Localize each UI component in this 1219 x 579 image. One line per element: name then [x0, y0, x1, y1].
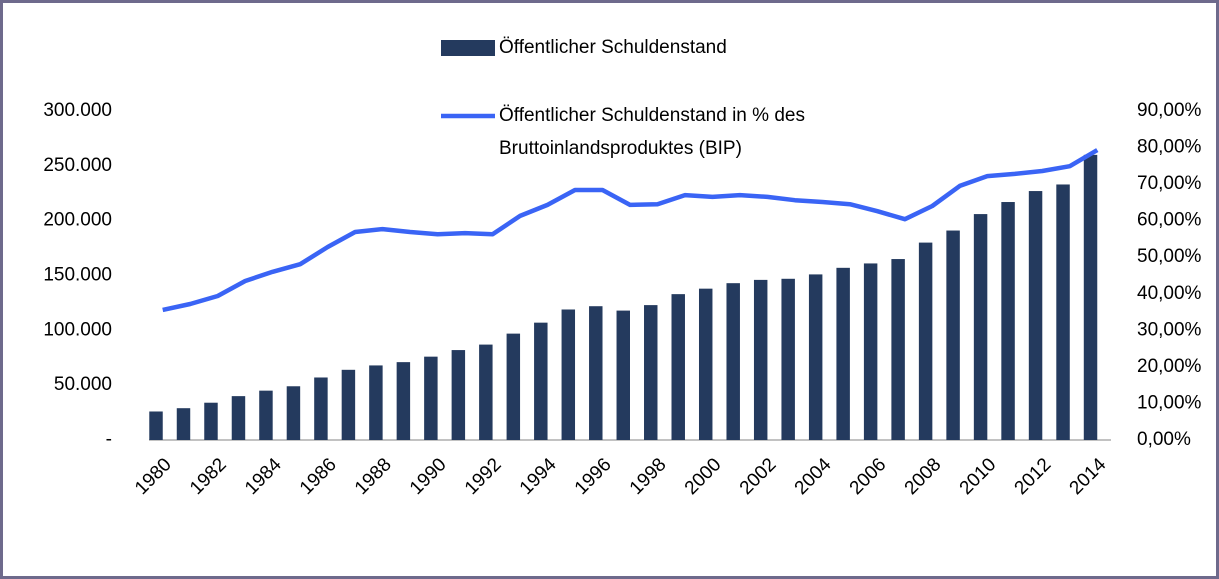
y-tick-label: 100.000: [43, 319, 112, 340]
y2-tick-label: 70,00%: [1137, 173, 1202, 194]
bar: [589, 306, 603, 440]
bar: [946, 230, 960, 440]
y2-tick-label: 50,00%: [1137, 246, 1202, 267]
bar: [341, 369, 356, 440]
bar: [1056, 184, 1070, 440]
bar: [1001, 202, 1015, 440]
line: [162, 148, 1099, 313]
bar: [863, 263, 878, 440]
legend-label: Öffentlicher Schuldenstand in % des Brut…: [499, 105, 805, 159]
bar: [808, 274, 823, 440]
bar: [204, 402, 218, 440]
bar: [973, 214, 988, 440]
bar: [726, 283, 740, 440]
y-tick-label: 200.000: [43, 210, 112, 231]
y2-tick-label: 60,00%: [1137, 210, 1202, 231]
y-tick-label: 50.000: [54, 374, 112, 395]
y-tick-label: 150.000: [43, 265, 112, 286]
bar: [534, 322, 548, 440]
bar: [836, 267, 850, 440]
legend-item: Öffentlicher Schuldenstand in % des Brut…: [499, 105, 805, 159]
y2-tick-label: 10,00%: [1137, 392, 1202, 413]
bar: [176, 408, 191, 440]
bar: [396, 362, 411, 440]
bar: [314, 377, 328, 440]
y2-tick-label: 20,00%: [1137, 356, 1202, 377]
y2-tick-label: 40,00%: [1137, 283, 1202, 304]
legend-label: Öffentlicher Schuldenstand: [499, 37, 727, 58]
legend-item: Öffentlicher Schuldenstand: [499, 37, 727, 58]
bar: [286, 386, 301, 440]
bar: [891, 259, 905, 440]
bar: [451, 350, 466, 440]
y2-tick-label: 90,00%: [1137, 100, 1202, 121]
bar: [259, 390, 273, 440]
y2-tick-label: 0,00%: [1137, 429, 1191, 450]
y2-tick-label: 80,00%: [1137, 137, 1202, 158]
legend-swatch: [441, 40, 495, 56]
bar: [231, 396, 246, 440]
bar: [479, 344, 493, 440]
y2-tick-label: 30,00%: [1137, 319, 1202, 340]
bar: [424, 356, 438, 440]
bar: [753, 279, 768, 440]
bar: [561, 309, 576, 440]
bar: [149, 411, 163, 440]
bar: [506, 333, 521, 440]
bar: [369, 365, 383, 440]
bar: [644, 305, 658, 440]
y-tick-label: -: [106, 429, 112, 450]
bar: [1028, 191, 1043, 440]
bar: [1083, 154, 1098, 440]
bar: [698, 288, 713, 440]
y-tick-label: 250.000: [43, 155, 112, 176]
bar: [781, 278, 795, 440]
bar: [918, 242, 933, 440]
bar: [616, 310, 630, 440]
bar: [671, 294, 685, 440]
y-tick-label: 300.000: [43, 100, 112, 121]
